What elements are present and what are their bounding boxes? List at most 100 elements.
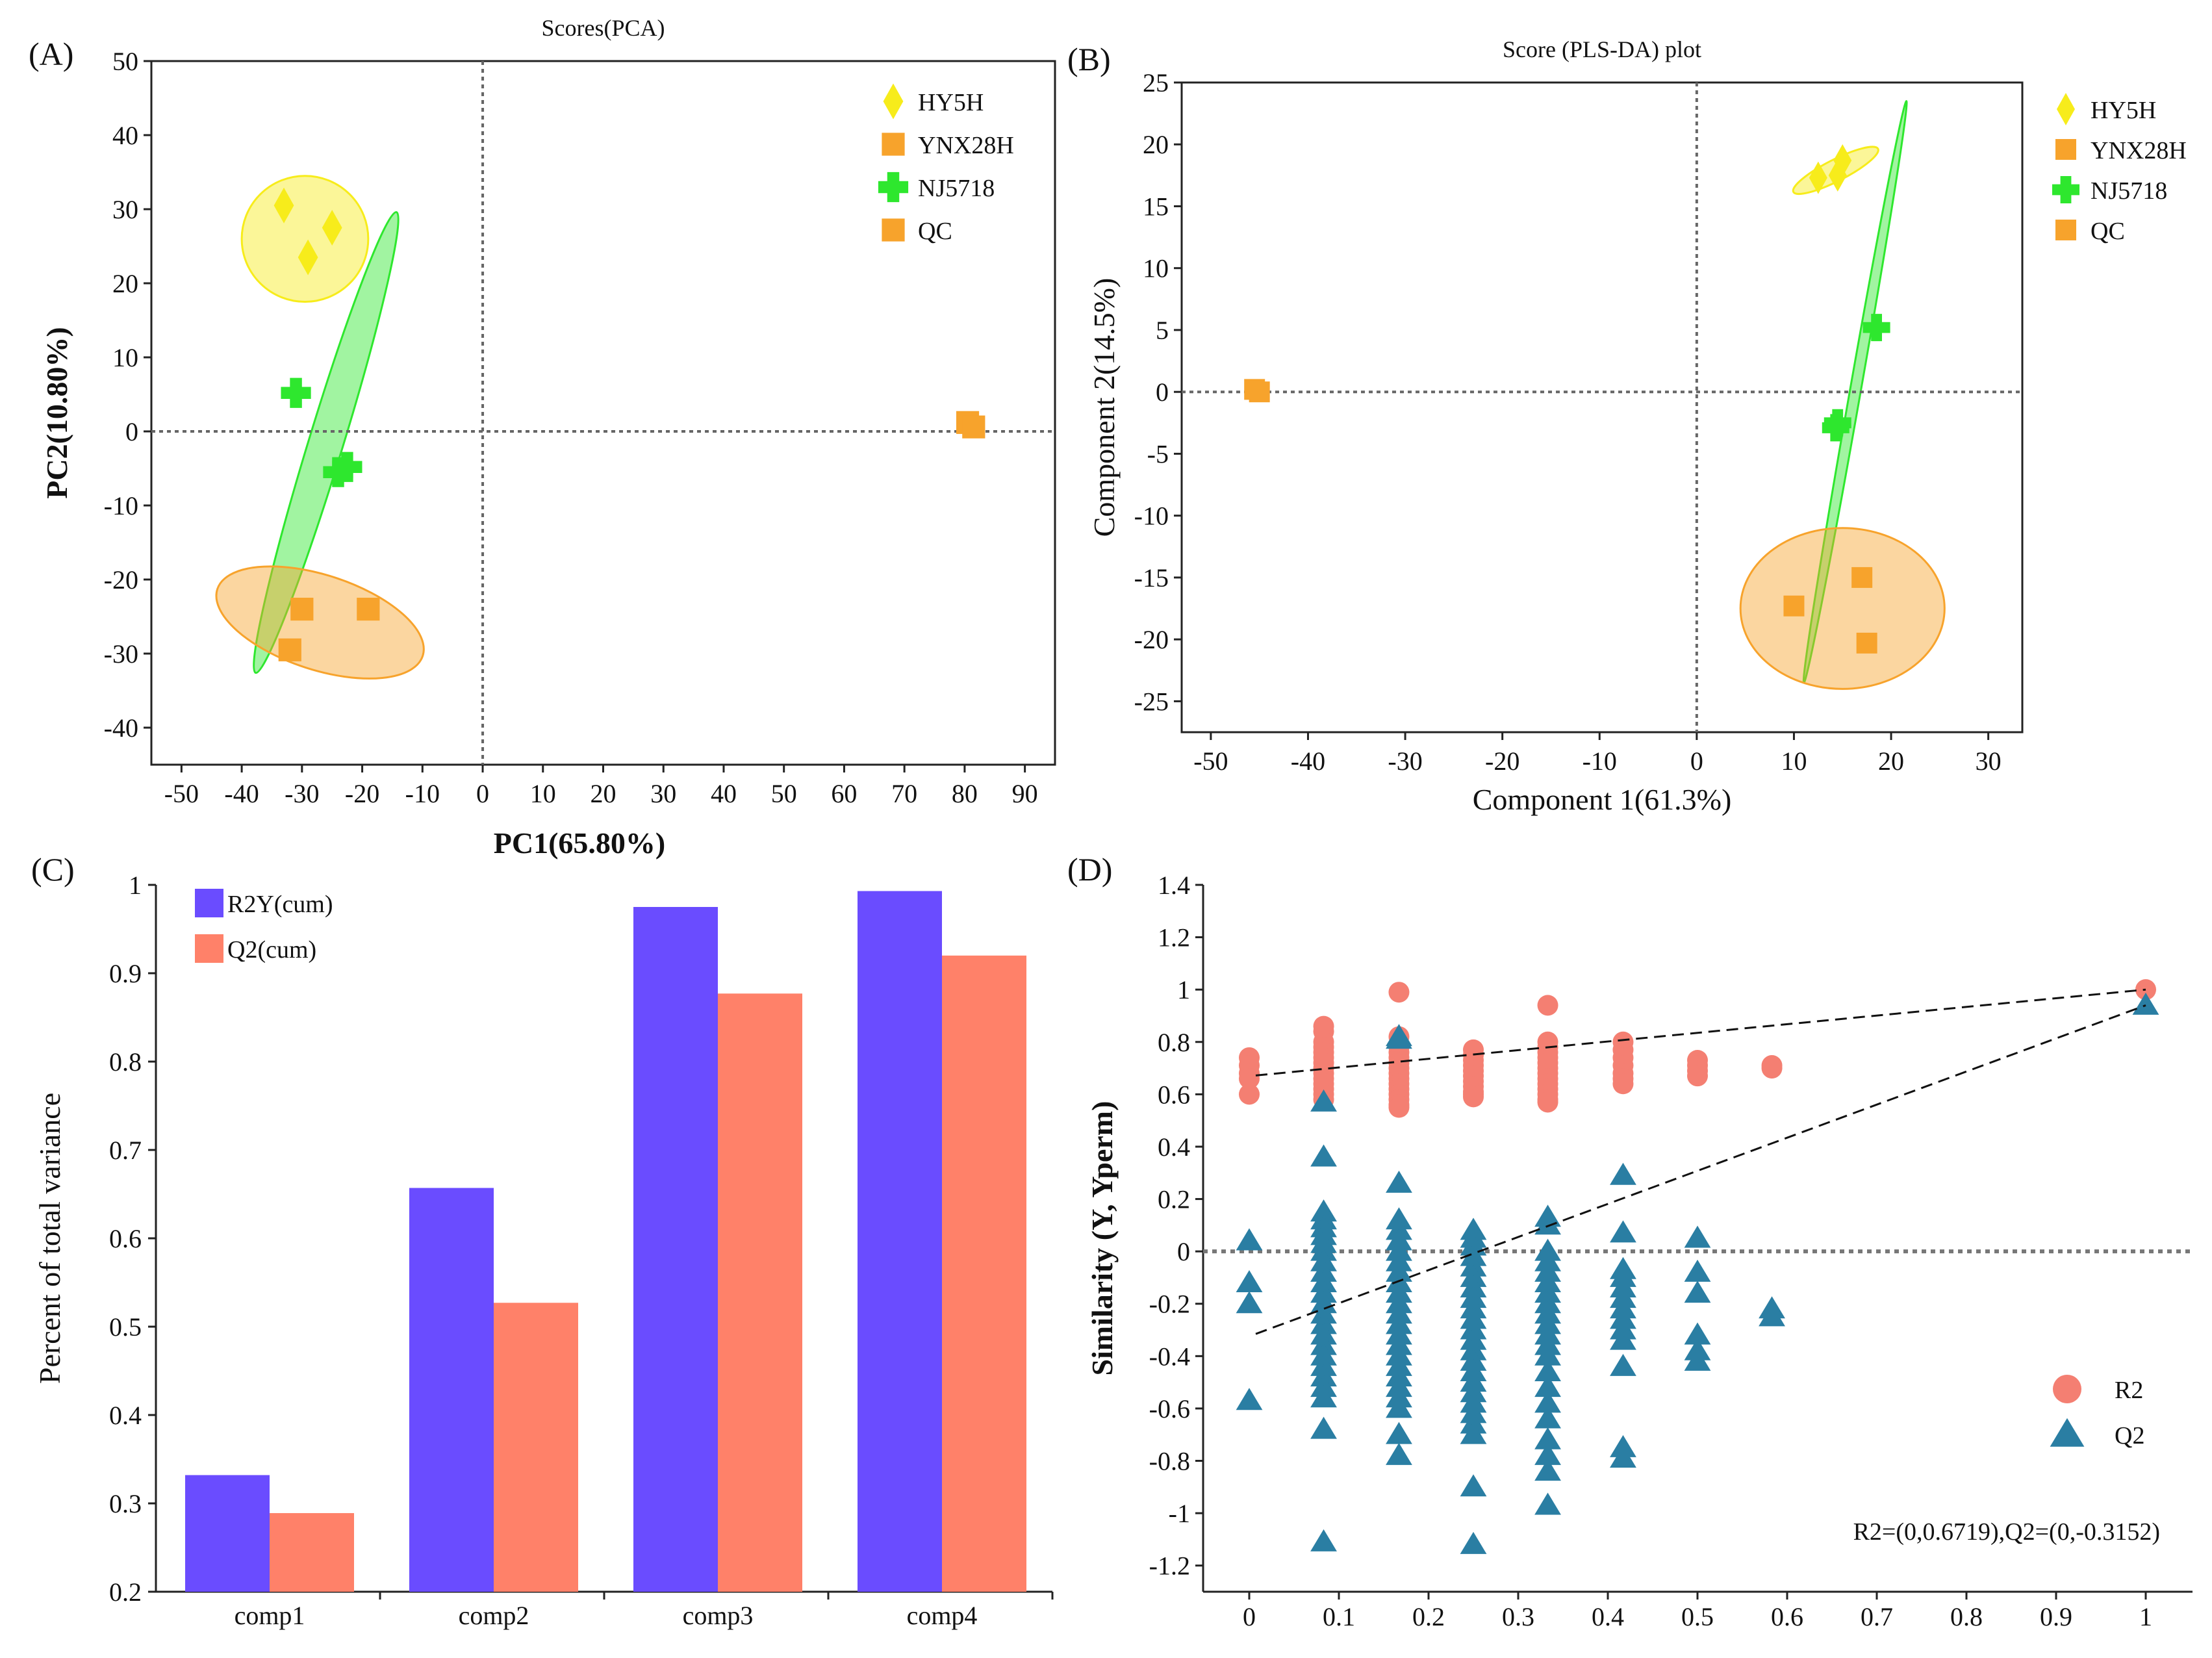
legend-label-ynx28h: YNX28H — [918, 132, 1014, 159]
q2-point — [1610, 1327, 1636, 1350]
q2-point — [1610, 1162, 1636, 1185]
point-ynx28h — [1783, 595, 1805, 617]
x-tick-label: 1 — [2139, 1602, 2152, 1631]
r2-point — [1687, 1065, 1708, 1087]
x-tick-label: 10 — [1781, 746, 1807, 776]
confidence-ellipse-hy5h — [240, 175, 370, 303]
y-tick-label: -30 — [104, 639, 138, 669]
x-tick-label: 40 — [711, 779, 737, 808]
y-tick-label: 20 — [1143, 130, 1169, 159]
q2-point — [1534, 1427, 1561, 1449]
point-hy5h — [1828, 159, 1847, 192]
x-tick-label: 80 — [952, 779, 978, 808]
y-tick-label: 0.4 — [1158, 1132, 1190, 1162]
q2-point — [1684, 1348, 1711, 1371]
x-tick-label: 0.7 — [1861, 1602, 1893, 1631]
x-tick-label: 50 — [771, 779, 797, 808]
x-tick-label: -50 — [164, 779, 199, 808]
x-tick-label: 0.6 — [1771, 1602, 1803, 1631]
legend-marker-r2 — [2053, 1375, 2081, 1403]
bar-q2-cum-comp2 — [494, 1303, 578, 1592]
confidence-ellipse-ynx28h — [1739, 527, 1946, 690]
legend-swatch-q2-cum — [195, 934, 223, 963]
bar-q2-cum-comp4 — [942, 955, 1026, 1592]
x-tick-label: comp3 — [683, 1601, 754, 1630]
legend-marker-hy5h — [2057, 93, 2075, 125]
y-tick-label: 0.7 — [109, 1136, 142, 1165]
q2-point — [1310, 1089, 1337, 1112]
y-tick-label: -0.6 — [1149, 1394, 1190, 1423]
bar-r2y-cum-comp3 — [633, 907, 718, 1592]
q2-point — [1310, 1144, 1337, 1167]
regression-line-r2 — [1255, 988, 2146, 1077]
y-tick-label: -1.2 — [1149, 1551, 1190, 1581]
panel-d: (D) 1.4 1.2 1 0.8 0.6 0.4 0.2 0 -0.2 -0.4 -0.6 -0.8 -… — [1067, 851, 2193, 1631]
x-tick-label: -40 — [1291, 746, 1325, 776]
x-tick-label: 0.1 — [1323, 1602, 1355, 1631]
r2-point — [1388, 982, 1410, 1003]
y-tick-label: 10 — [112, 343, 138, 372]
x-tick-label: -50 — [1193, 746, 1228, 776]
y-tick-label: -20 — [1134, 625, 1169, 654]
r2-point — [1537, 1091, 1558, 1113]
y-tick-label: 0.4 — [109, 1401, 142, 1430]
r2-point — [1612, 1073, 1634, 1095]
y-tick-label: 25 — [1143, 68, 1169, 97]
legend-label-ynx28h: YNX28H — [2091, 137, 2187, 164]
y-tick-label: 10 — [1143, 254, 1169, 283]
q2-point — [1684, 1322, 1711, 1345]
legend-swatch-r2y-cum — [195, 889, 223, 917]
x-tick-label: 0 — [476, 779, 489, 808]
point-ynx28h — [278, 638, 301, 661]
q2-point — [1534, 1343, 1561, 1366]
q2-point — [1236, 1388, 1263, 1410]
q2-point — [1236, 1291, 1263, 1314]
y-tick-label: -0.4 — [1149, 1342, 1190, 1371]
q2-point — [1460, 1474, 1487, 1497]
y-tick-label: 0.3 — [109, 1489, 142, 1518]
confidence-ellipse-nj5718 — [253, 210, 400, 674]
legend-marker-nj5718 — [2052, 176, 2079, 203]
x-tick-label: -30 — [285, 779, 319, 808]
y-tick-label: 0.9 — [109, 959, 142, 988]
q2-point — [1684, 1259, 1711, 1282]
q2-point — [1759, 1304, 1785, 1327]
q2-point — [1534, 1212, 1561, 1235]
chart-title: Scores(PCA) — [542, 15, 665, 41]
point-hy5h — [1809, 161, 1827, 194]
y-tick-label: 0.6 — [109, 1224, 142, 1253]
legend-label-nj5718: NJ5718 — [918, 175, 995, 202]
panel-label: (A) — [29, 36, 73, 72]
q2-point — [1534, 1459, 1561, 1481]
legend-label-r2y-cum: R2Y(cum) — [227, 891, 333, 918]
bar-r2y-cum-comp2 — [409, 1188, 494, 1592]
y-tick-label: -5 — [1147, 439, 1169, 468]
legend-marker-nj5718 — [878, 172, 909, 203]
legend-label-qc: QC — [2091, 218, 2125, 245]
y-tick-label: 5 — [1156, 316, 1169, 345]
regression-line-q2 — [1255, 1004, 2146, 1335]
panel-label: (B) — [1067, 41, 1111, 77]
r2-point — [1761, 1058, 1783, 1079]
y-tick-label: 40 — [112, 121, 138, 150]
point-qc — [962, 415, 985, 439]
y-tick-label: 30 — [112, 195, 138, 224]
x-axis-label: PC1(65.80%) — [494, 826, 665, 860]
point-qc — [1249, 381, 1270, 403]
r2-point — [1239, 1068, 1260, 1090]
x-tick-label: 0 — [1690, 746, 1703, 776]
legend-marker-qc — [882, 218, 905, 242]
x-tick-label: 10 — [530, 779, 556, 808]
point-nj5718 — [1862, 314, 1890, 342]
x-tick-label: -10 — [405, 779, 440, 808]
y-tick-label: 0.6 — [1158, 1080, 1190, 1109]
y-tick-label: 1 — [1177, 975, 1190, 1004]
y-tick-label: 1.4 — [1158, 871, 1190, 900]
y-tick-label: 0.5 — [109, 1312, 142, 1342]
confidence-ellipse-ynx28h — [215, 565, 425, 680]
legend-label-q2: Q2 — [2115, 1422, 2144, 1449]
legend-label-q2-cum: Q2(cum) — [227, 936, 316, 963]
x-tick-label: -20 — [1485, 746, 1519, 776]
x-tick-label: 0.2 — [1412, 1602, 1445, 1631]
